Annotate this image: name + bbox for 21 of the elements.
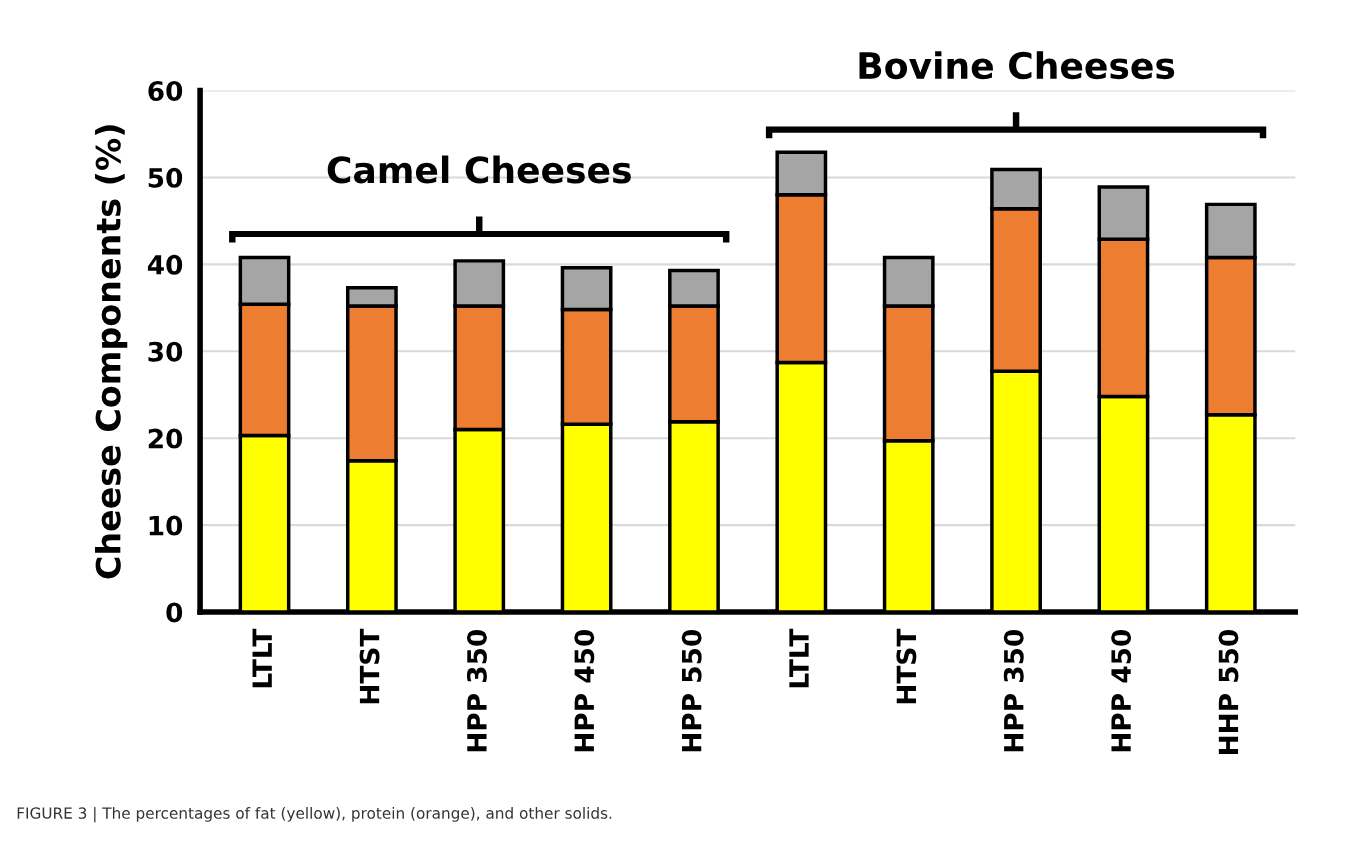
- y-tick-label: 10: [149, 515, 183, 536]
- y-tick-label: 30: [148, 341, 183, 362]
- x-tick-label: LTLT: [252, 628, 272, 688]
- x-tick-label: HHP 550: [1218, 629, 1239, 755]
- y-tick-label: 20: [148, 428, 183, 449]
- x-tick-label: HTST: [896, 628, 917, 704]
- x-tick-label: HTST: [359, 628, 380, 704]
- y-tick-label: 50: [148, 167, 183, 188]
- x-tick-label: HPP 450: [574, 629, 595, 752]
- y-axis-title: Cheese Components (%): [95, 125, 128, 579]
- y-tick-label: 0: [166, 602, 183, 623]
- y-tick-label: 40: [147, 254, 183, 275]
- x-tick-label: HPP 350: [1003, 629, 1024, 752]
- x-tick-label: HPP 550: [681, 629, 702, 752]
- caption: FIGURE 3 | The percentages of fat (yellow), protein (orange), and other solids.: [17, 806, 612, 823]
- x-tick-label: HPP 350: [466, 629, 487, 752]
- x-tick-label: HPP 450: [1111, 629, 1132, 752]
- x-tick-label: LTLT: [789, 628, 809, 688]
- text: Bovine Cheeses: [859, 51, 1175, 80]
- y-tick-label: 60: [148, 80, 183, 101]
- annotation: Camel Cheeses: [327, 155, 631, 184]
